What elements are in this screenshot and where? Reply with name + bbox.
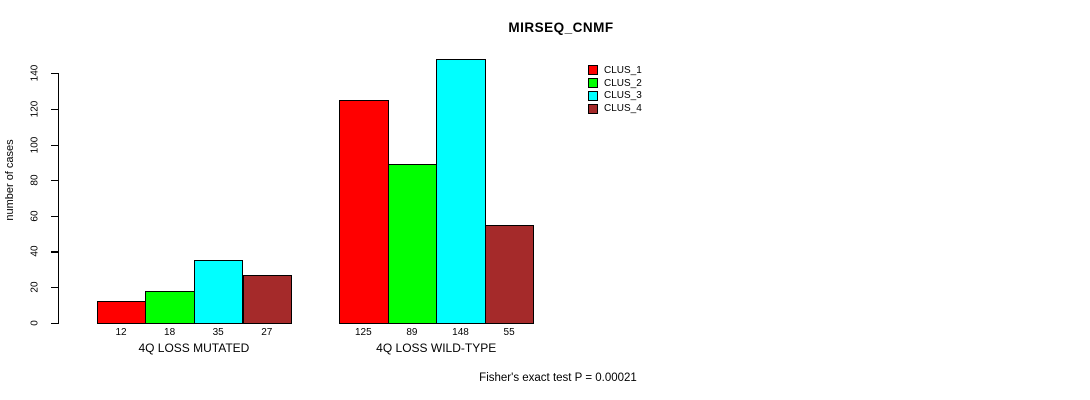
y-tick xyxy=(50,108,58,111)
legend-label: CLUS_1 xyxy=(604,64,642,76)
chart-title: MIRSEQ_CNMF xyxy=(508,20,614,35)
y-tick-label: 120 xyxy=(29,100,41,118)
y-axis-line xyxy=(57,73,59,324)
y-tick xyxy=(50,287,58,289)
legend-swatch xyxy=(588,78,598,89)
bar xyxy=(436,59,486,324)
bar xyxy=(484,224,535,324)
bar-value-label: 12 xyxy=(115,327,127,338)
bar-value-label: 18 xyxy=(164,327,176,338)
bar-value-label: 55 xyxy=(503,327,515,338)
bar xyxy=(96,301,147,324)
y-tick xyxy=(50,322,58,324)
y-tick-label: 140 xyxy=(29,64,41,82)
footer-note: Fisher's exact test P = 0.00021 xyxy=(479,372,637,384)
bar xyxy=(145,290,195,324)
bar-value-label: 125 xyxy=(354,327,372,338)
y-tick xyxy=(50,180,58,182)
legend-swatch xyxy=(588,90,598,101)
y-tick-label: 20 xyxy=(29,281,41,293)
y-axis-label: number of cases xyxy=(4,139,16,221)
bar-value-label: 148 xyxy=(452,327,469,338)
bar xyxy=(193,260,244,324)
y-tick-label: 40 xyxy=(29,245,41,257)
bar xyxy=(387,164,438,324)
y-tick-label: 80 xyxy=(29,174,41,186)
legend-label: CLUS_2 xyxy=(604,77,642,89)
legend-swatch xyxy=(588,103,598,114)
bar-value-label: 27 xyxy=(261,327,273,338)
y-tick xyxy=(50,215,58,217)
y-tick-label: 0 xyxy=(29,319,41,326)
group-label: 4Q LOSS MUTATED xyxy=(138,341,250,355)
legend-swatch xyxy=(588,65,598,76)
bar xyxy=(339,100,389,324)
y-tick xyxy=(50,73,58,75)
y-tick-label: 60 xyxy=(29,210,41,222)
bar-value-label: 89 xyxy=(406,327,418,338)
group-label: 4Q LOSS WILD-TYPE xyxy=(376,341,497,355)
bar xyxy=(242,274,293,324)
bar-value-label: 35 xyxy=(212,327,224,338)
y-tick xyxy=(50,144,58,146)
y-tick xyxy=(50,251,58,253)
legend-label: CLUS_3 xyxy=(604,90,642,102)
legend-label: CLUS_4 xyxy=(604,103,642,115)
y-tick-label: 100 xyxy=(29,136,41,153)
